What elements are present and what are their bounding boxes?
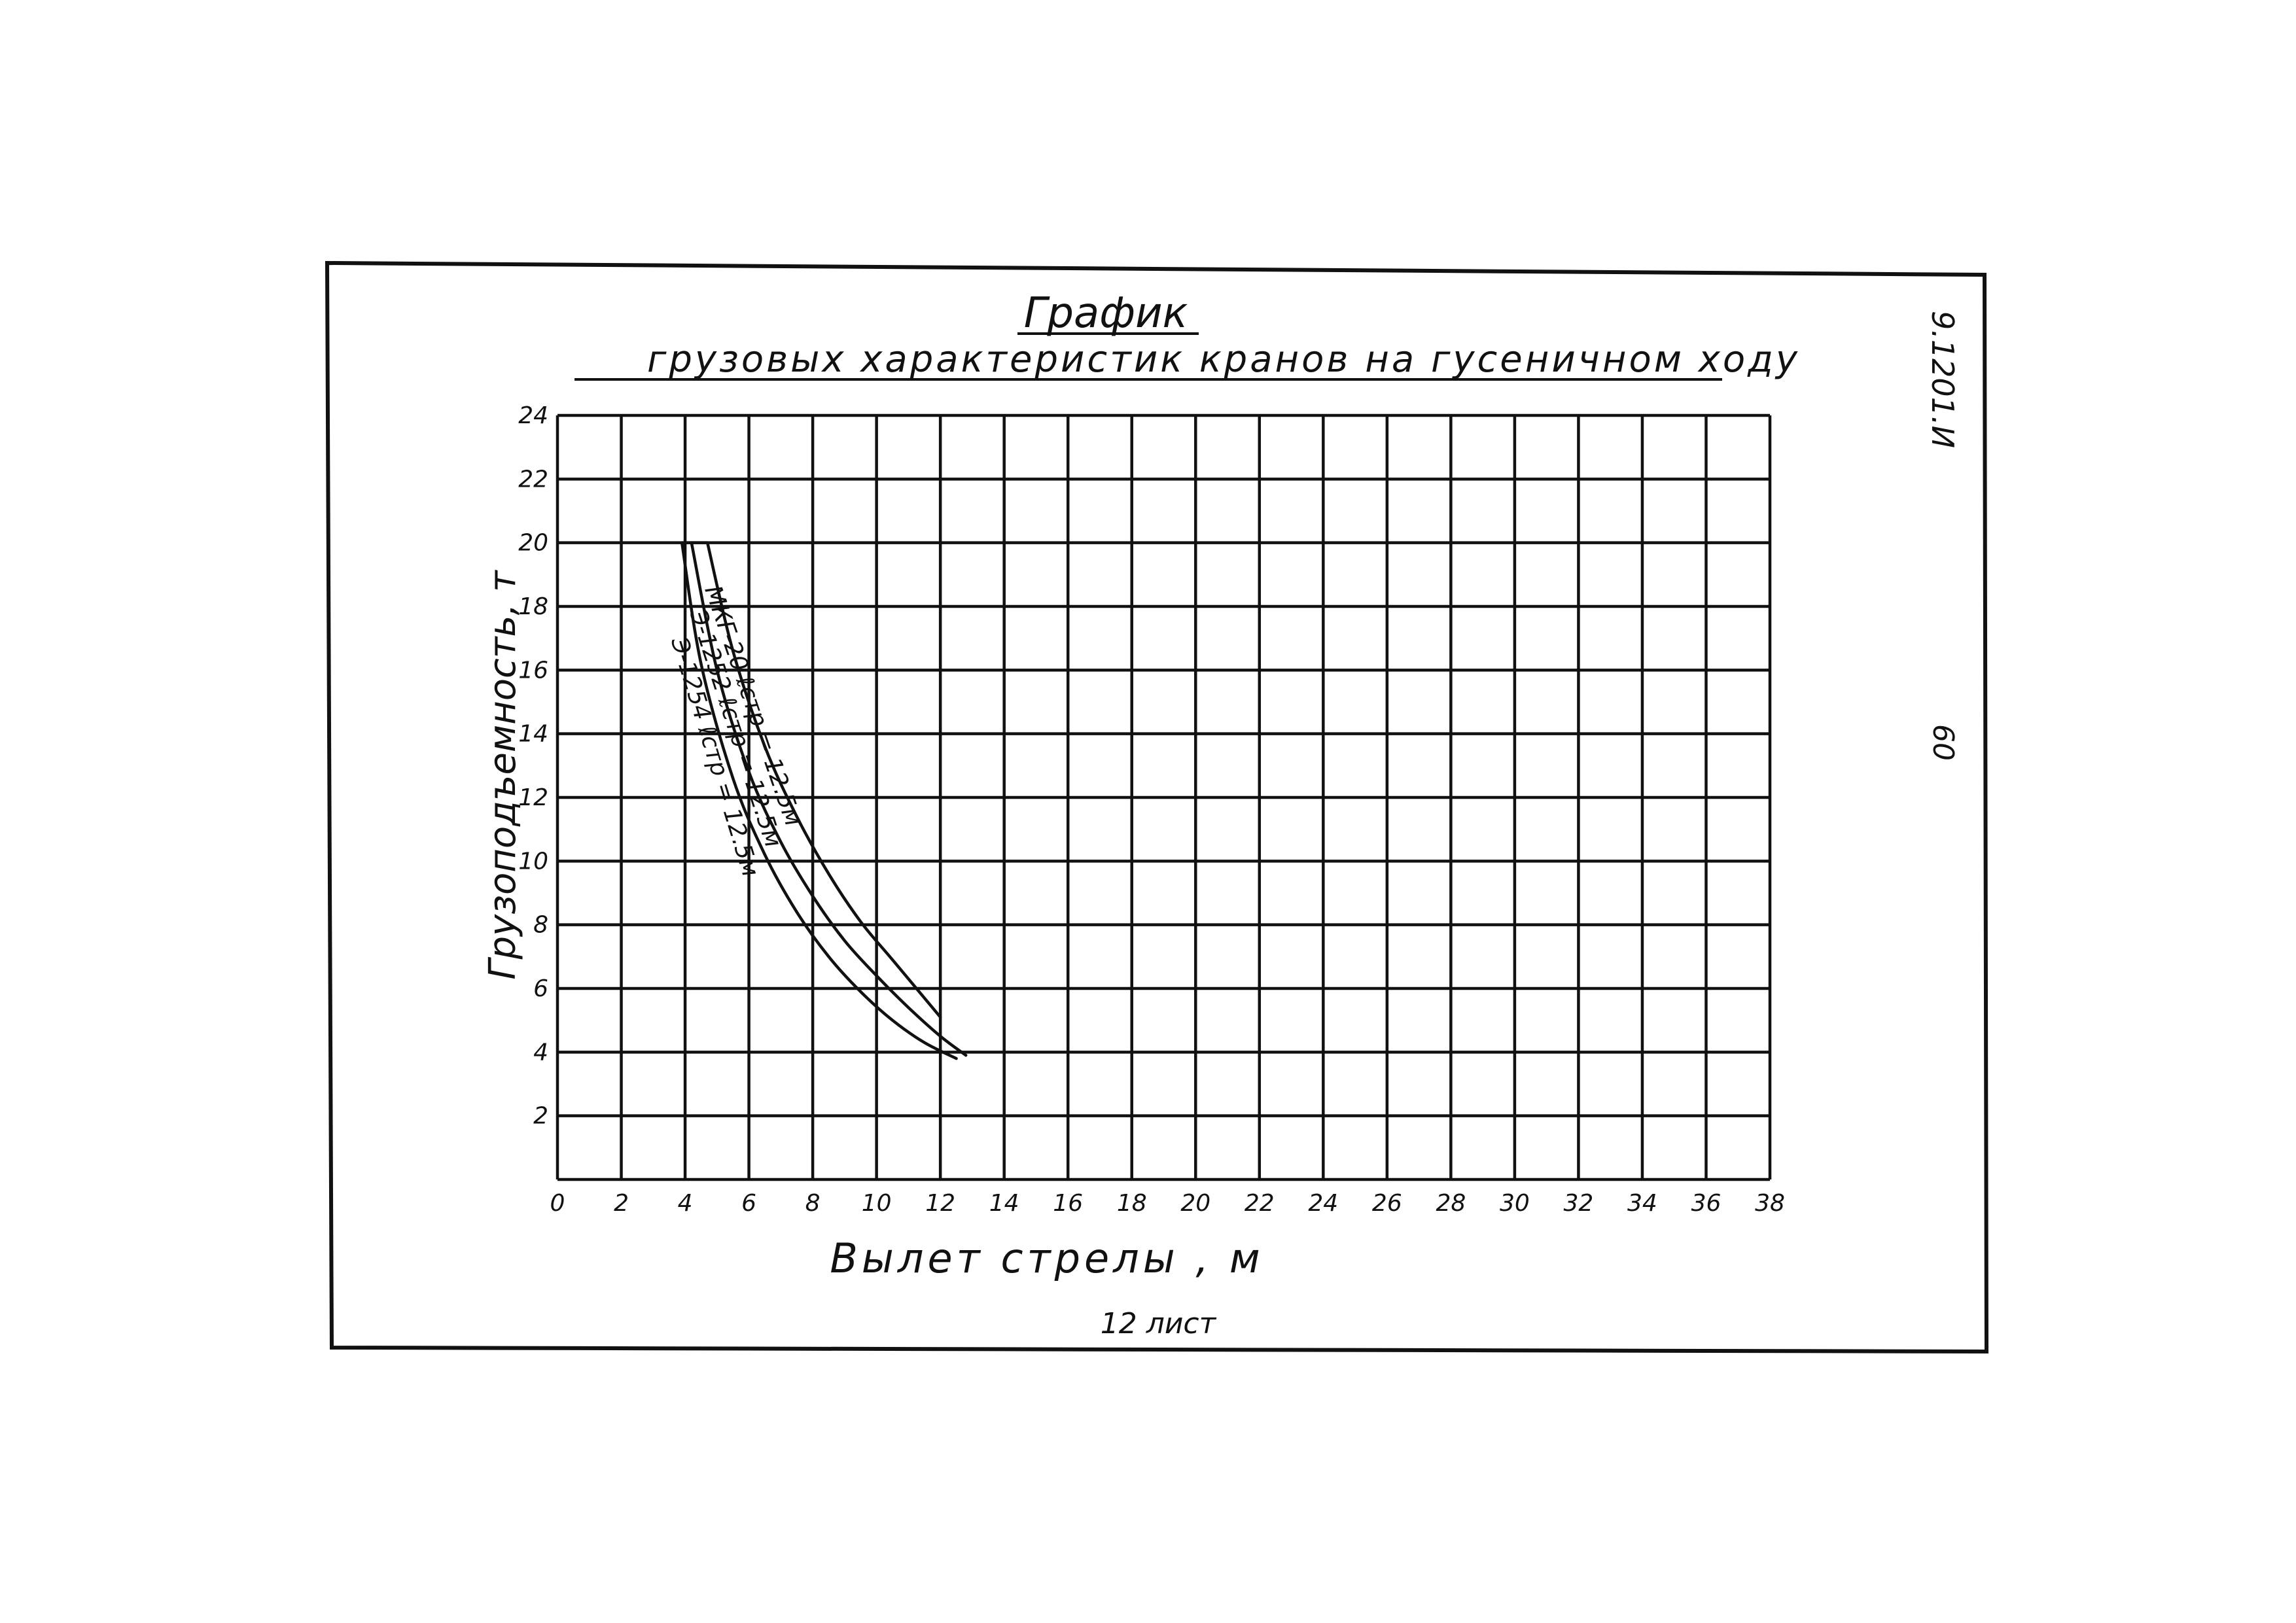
- x-tick-label: 16: [1053, 1190, 1083, 1217]
- x-tick-label: 28: [1436, 1190, 1466, 1217]
- x-tick-label: 4: [678, 1190, 693, 1217]
- y-tick-label: 22: [518, 466, 548, 493]
- y-tick-label: 10: [518, 848, 548, 875]
- y-tick-label: 18: [518, 593, 548, 620]
- x-tick-label: 34: [1627, 1190, 1657, 1217]
- y-tick-label: 4: [533, 1039, 548, 1066]
- x-tick-label: 6: [741, 1190, 756, 1217]
- x-tick-label: 24: [1308, 1190, 1338, 1217]
- x-tick-label: 8: [805, 1190, 821, 1217]
- y-tick-label: 14: [518, 721, 548, 748]
- chart-grid: [556, 413, 1772, 1181]
- page-number: 60: [1926, 724, 1960, 761]
- x-tick-label: 18: [1117, 1190, 1147, 1217]
- x-tick-label: 26: [1372, 1190, 1402, 1217]
- x-tick-label: 14: [989, 1190, 1019, 1217]
- series-line-2: [680, 541, 958, 1060]
- chart-series: МКГ-20 ℓстр = 12.5мЭ-1252 ℓстр = 12.5мЭ-…: [665, 541, 968, 1060]
- x-axis-label: Вылет стрелы , м: [830, 1234, 1263, 1282]
- x-tick-label: 12: [925, 1190, 955, 1217]
- x-tick-label: 0: [550, 1190, 565, 1217]
- x-tick-label: 32: [1564, 1190, 1594, 1217]
- y-tick-label: 16: [518, 657, 548, 684]
- y-tick-label: 2: [533, 1103, 548, 1130]
- x-tick-label: 2: [614, 1190, 629, 1217]
- y-tick-label: 8: [533, 912, 548, 939]
- chart-subtitle: грузовых характеристик кранов на гусенич…: [647, 338, 1800, 381]
- y-axis-label: Грузоподъемность, т: [482, 570, 524, 980]
- x-tick-label: 36: [1691, 1190, 1722, 1217]
- x-tick-label: 20: [1180, 1190, 1210, 1217]
- sheet-frame: [325, 260, 1989, 1354]
- y-tick-label: 20: [518, 530, 548, 557]
- sheet-footer: 12 лист: [1101, 1307, 1217, 1340]
- x-tick-label: 38: [1755, 1190, 1785, 1217]
- x-axis-ticks: 0 2 4 6 8 10 12 14 16 18 20 22 24 26 28 30 32 34 36 38: [550, 1190, 1785, 1217]
- series-line-1: [690, 541, 968, 1057]
- x-tick-label: 22: [1245, 1190, 1275, 1217]
- sheet-code: 9.1201.И: [1925, 311, 1960, 448]
- chart-title: График: [1024, 289, 1188, 338]
- x-tick-label: 10: [862, 1190, 892, 1217]
- y-tick-label: 24: [518, 402, 548, 429]
- y-tick-label: 12: [518, 784, 548, 811]
- series-line-0: [705, 541, 942, 1019]
- x-tick-label: 30: [1500, 1190, 1530, 1217]
- y-tick-label: 6: [533, 975, 548, 1002]
